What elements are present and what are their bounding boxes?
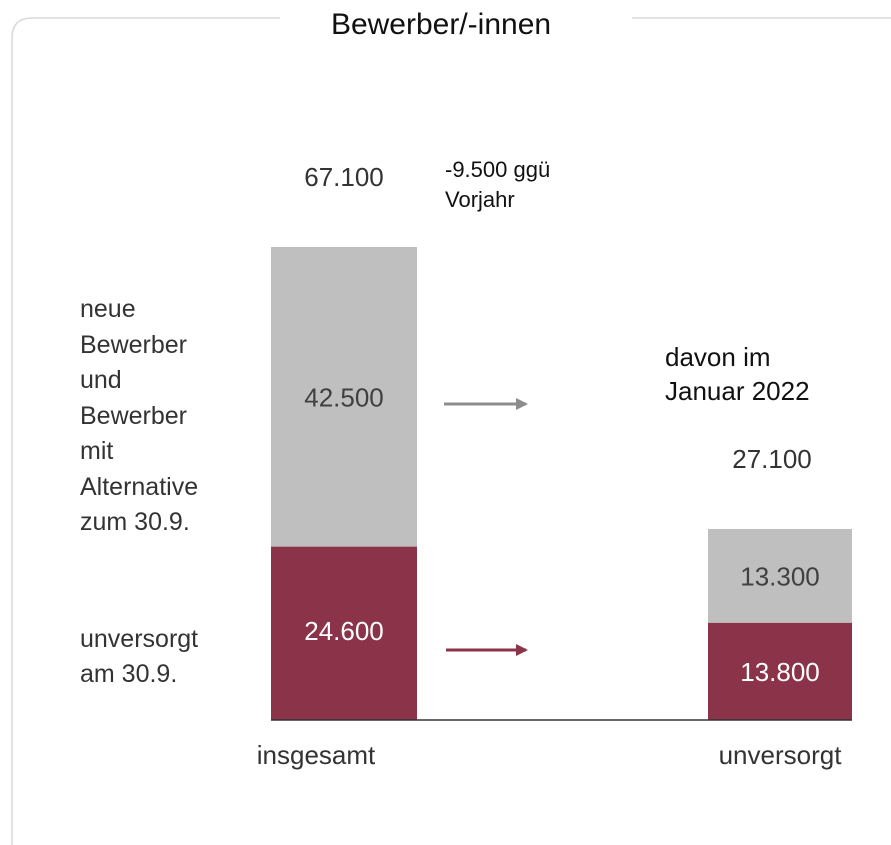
total-label: 27.100	[732, 444, 812, 474]
bar-segment	[708, 622, 852, 720]
bar-segment	[708, 528, 852, 623]
bar-segment	[271, 247, 417, 547]
annotation: -9.500 ggü Vorjahr	[445, 157, 551, 212]
value-label: 24.600	[304, 616, 384, 646]
value-label: 13.800	[740, 657, 820, 687]
bar-segment	[271, 546, 417, 720]
x-tick-label: insgesamt	[257, 740, 376, 770]
arrow-head	[516, 398, 528, 410]
total-label: 67.100	[304, 162, 384, 192]
arrow-head	[516, 644, 528, 656]
x-tick-label: unversorgt	[719, 740, 843, 770]
frame	[11, 17, 280, 845]
value-label: 42.500	[304, 383, 384, 413]
legend-label: unversorgt am 30.9.	[80, 625, 199, 688]
value-label: 13.300	[740, 562, 820, 592]
annotation: davon im Januar 2022	[665, 342, 810, 406]
chart-title: Bewerber/-innen	[331, 8, 551, 41]
legend-label: neue Bewerber und Bewerber mit Alternati…	[80, 295, 199, 536]
